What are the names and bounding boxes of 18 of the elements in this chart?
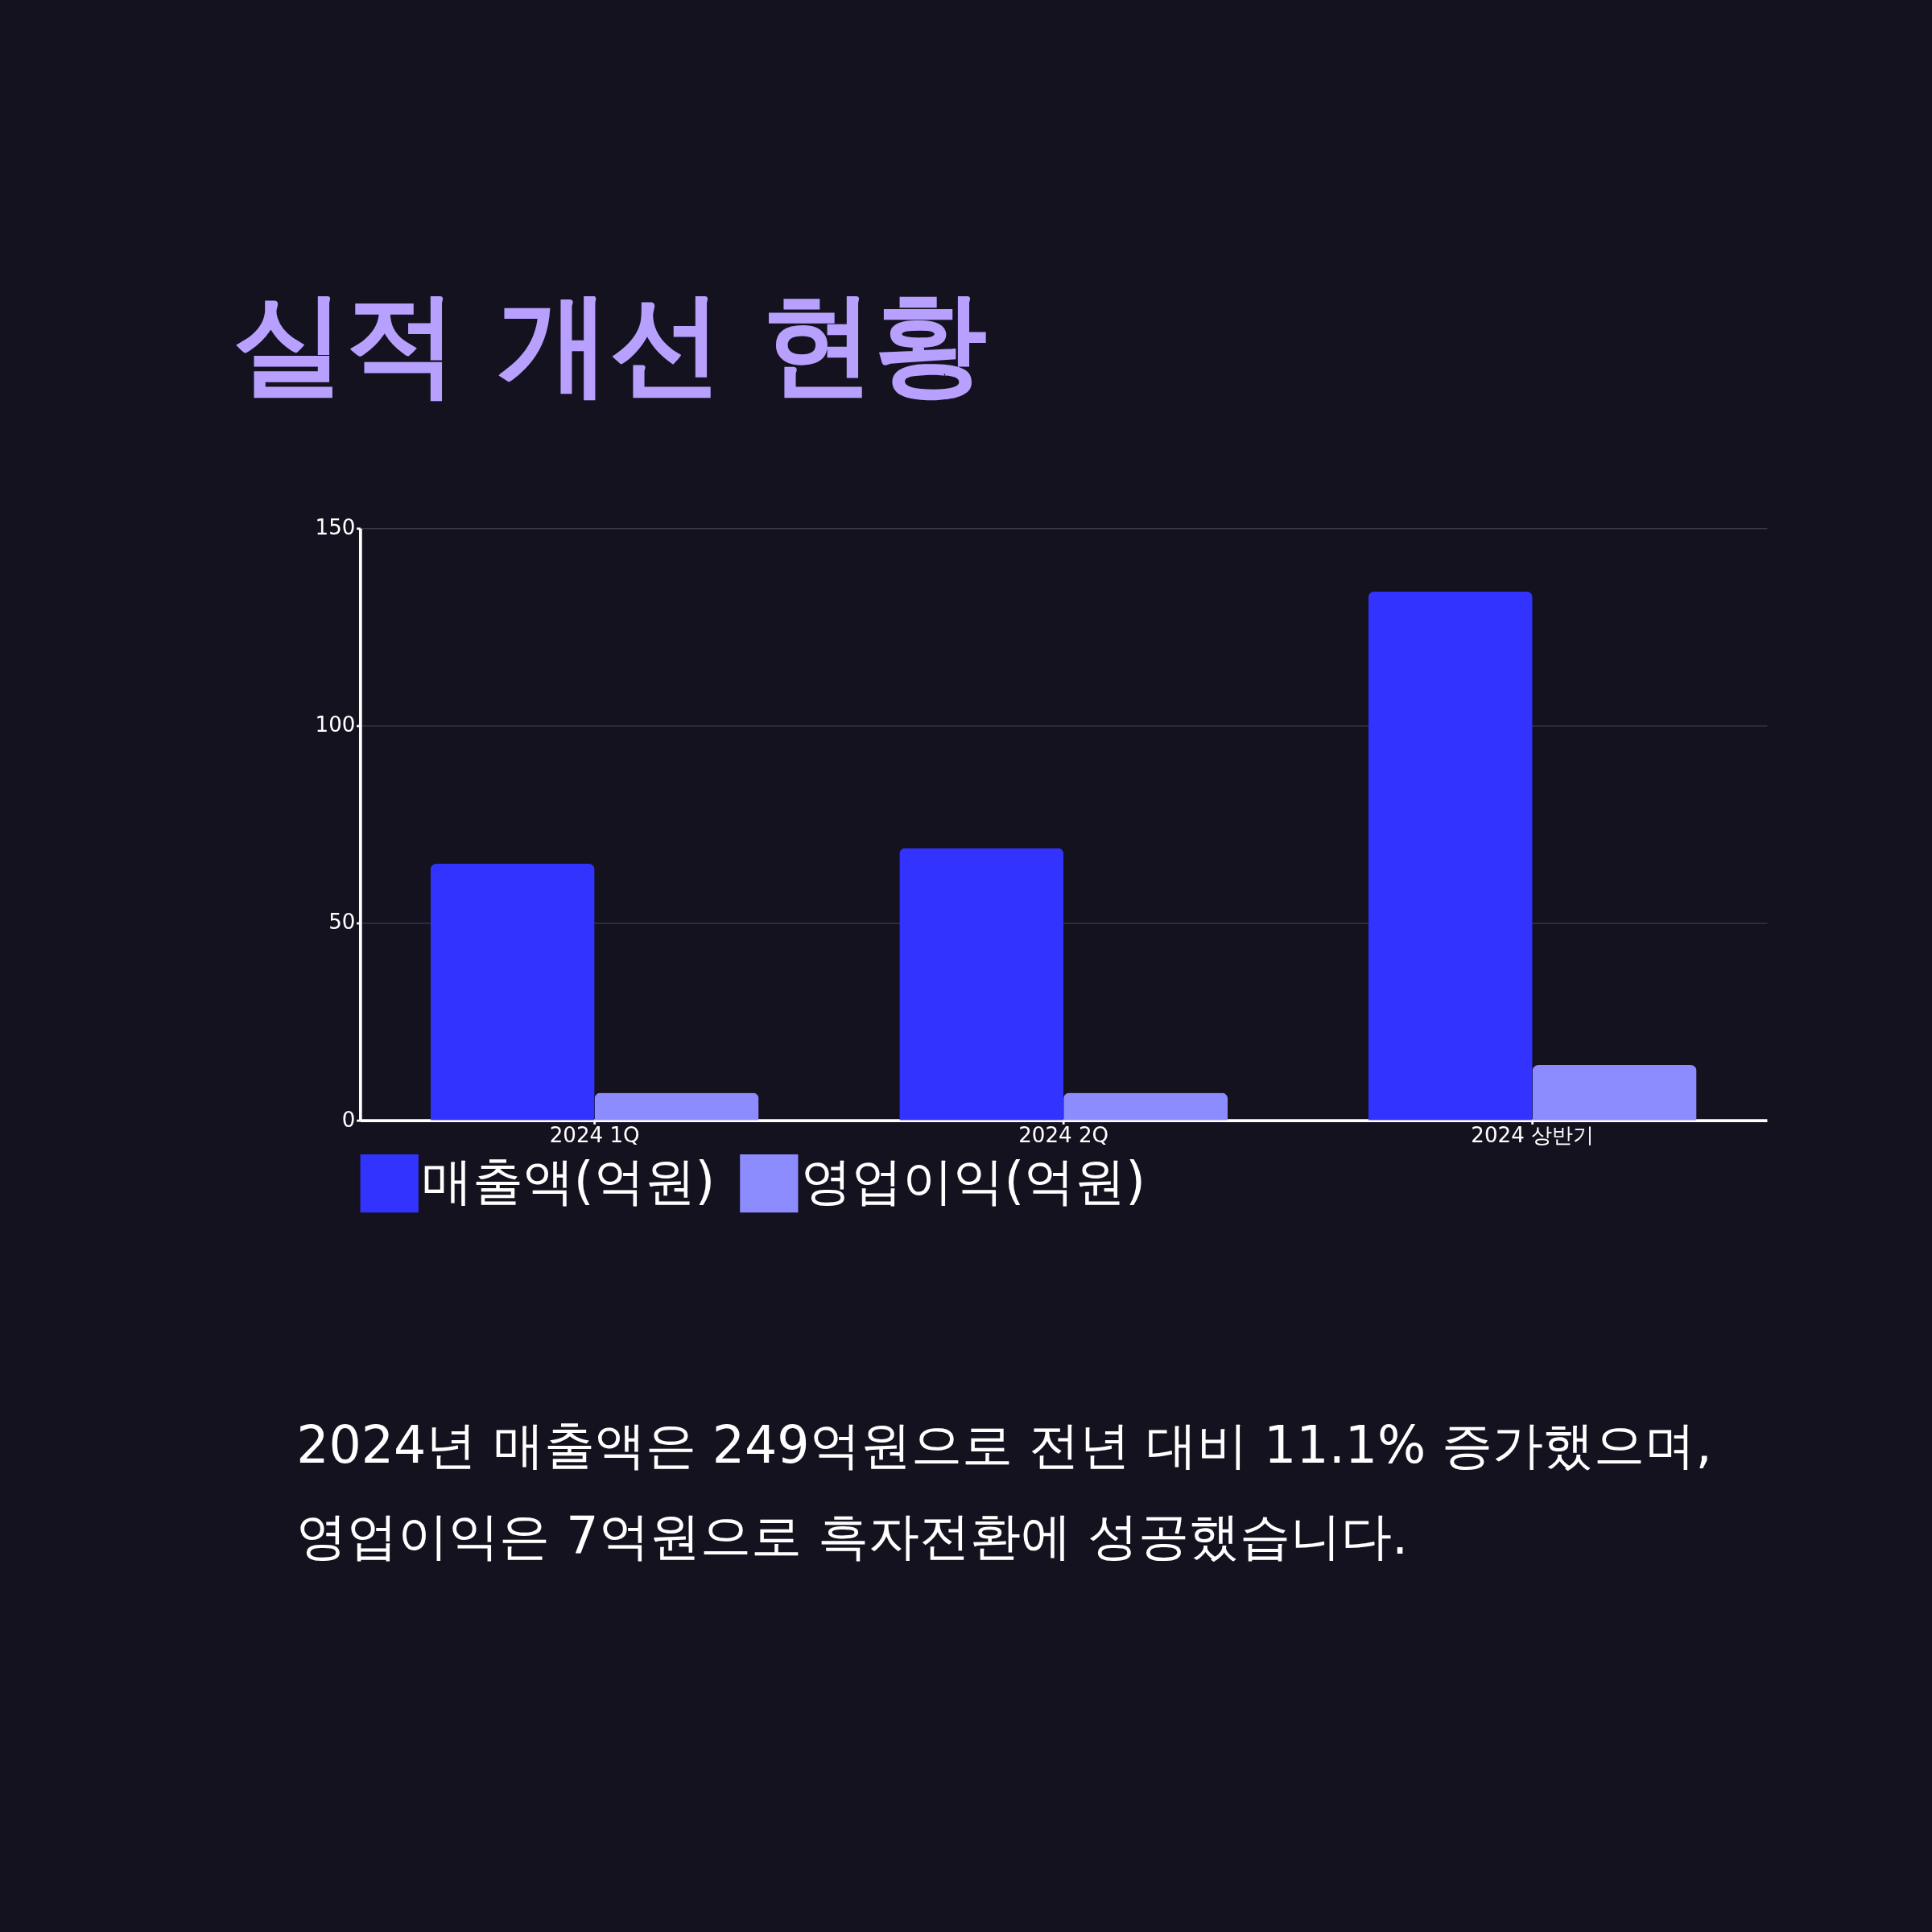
legend-label: 영업이익(억원): [801, 1150, 1146, 1211]
y-tick-label: 50: [328, 910, 356, 935]
x-tick-label: 2024 상반기: [1471, 1123, 1595, 1148]
legend-label: 매출액(억원): [421, 1150, 716, 1211]
y-tick-label: 0: [341, 1107, 356, 1132]
text: 영업이익은 7억원으로 흑자전환에 성공했습니다.: [296, 1506, 1409, 1567]
x-tick-label: 2024 1Q: [549, 1123, 640, 1148]
chart-title: 실적 개선 현황: [232, 277, 988, 409]
x-tick-label: 2024 2Q: [1018, 1123, 1109, 1148]
y-tick-label: 100: [315, 712, 356, 737]
bar: [1532, 1065, 1697, 1121]
y-tick-label: 150: [315, 515, 356, 540]
text: 2024년 매출액은 249억원으로 전년 대비 11.1% 증가했으며,: [296, 1414, 1712, 1475]
bar: [594, 1092, 759, 1121]
bar: [1063, 1092, 1228, 1121]
bar: [1368, 591, 1533, 1121]
bar: [430, 864, 595, 1121]
bar: [899, 848, 1064, 1121]
